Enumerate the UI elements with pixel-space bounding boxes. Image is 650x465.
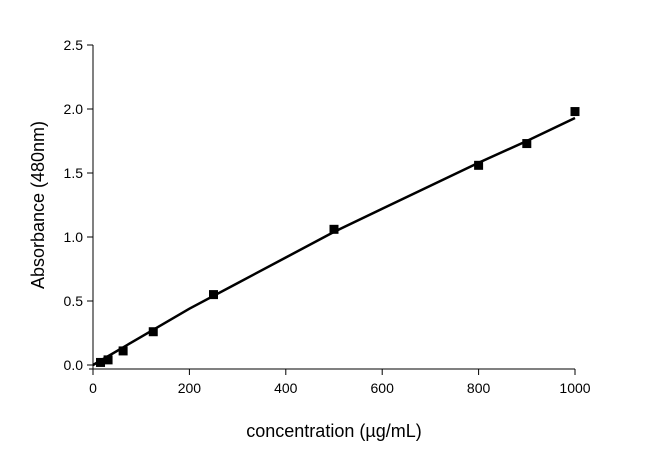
data-point — [522, 139, 532, 149]
data-points — [96, 107, 580, 367]
y-tick-label: 1.0 — [64, 229, 84, 245]
x-axis-label: concentration (µg/mL) — [246, 421, 421, 441]
y-axis-label: Absorbance (480nm) — [28, 121, 48, 289]
data-point — [474, 160, 484, 170]
x-tick-label: 1000 — [559, 380, 590, 396]
y-tick-label: 2.0 — [64, 101, 84, 117]
data-point — [329, 224, 339, 234]
data-point — [118, 346, 128, 356]
x-tick-label: 0 — [89, 380, 97, 396]
data-point — [148, 327, 158, 337]
x-tick-label: 600 — [371, 380, 395, 396]
fit-line-group — [92, 116, 576, 367]
axes: 0.0 0.5 1.0 1.5 2.0 2.5 0 200 400 600 800 1000 — [64, 37, 591, 396]
data-point — [570, 107, 580, 117]
y-tick-label: 1.5 — [64, 165, 84, 181]
data-point — [209, 290, 218, 300]
data-point — [96, 357, 106, 367]
y-tick-label: 2.5 — [64, 37, 84, 53]
y-tick-label: 0.0 — [64, 357, 84, 373]
x-tick-label: 800 — [467, 380, 491, 396]
data-point — [103, 355, 113, 365]
x-tick-label: 400 — [274, 380, 298, 396]
fit-line — [92, 116, 576, 367]
y-tick-label: 0.5 — [64, 293, 84, 309]
x-tick-label: 200 — [178, 380, 202, 396]
